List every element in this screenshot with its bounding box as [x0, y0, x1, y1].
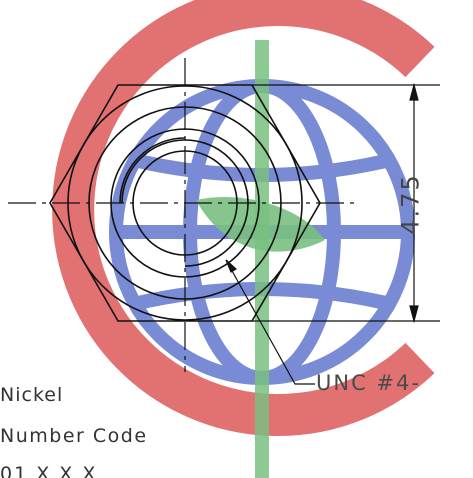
watermark-logo	[52, 0, 435, 478]
thread-leader	[225, 259, 315, 385]
thread-arc	[121, 139, 249, 267]
watermark-leaf	[196, 196, 325, 252]
number-code-label: Number Code	[0, 425, 148, 447]
watermark-ring	[52, 0, 435, 436]
number-code-value: 01 X X X	[0, 463, 98, 478]
dimension-label: 4.75	[396, 173, 425, 235]
thread-arc-inner	[119, 137, 186, 204]
material-label: Nickel	[0, 384, 64, 406]
center-lines	[8, 58, 356, 372]
thread-callout-label: UNC #4-	[316, 371, 421, 395]
dimension-4-75	[252, 82, 440, 324]
